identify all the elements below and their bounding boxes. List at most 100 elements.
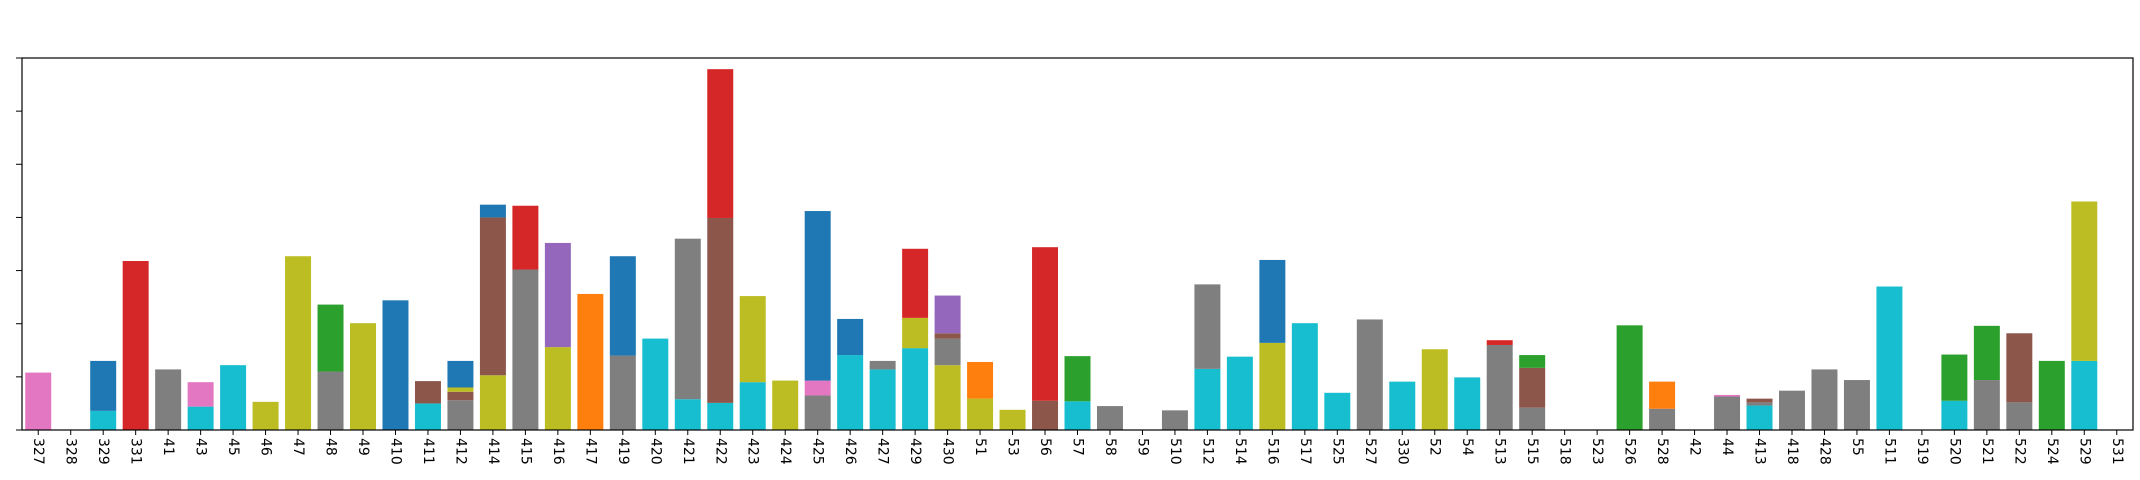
x-tick-label: 55 (1849, 438, 1865, 456)
x-tick-label: 45 (225, 438, 241, 456)
x-tick-label: 427 (875, 438, 891, 465)
bar-segment-412-0 (447, 400, 474, 430)
bar-segment-410-0 (382, 300, 409, 430)
bar-segment-417-0 (577, 293, 604, 430)
bar-segment-429-1 (902, 317, 929, 349)
bar-segment-422-0 (707, 402, 734, 430)
bar-segment-422-2 (707, 69, 734, 218)
bar-segment-513-0 (1486, 344, 1513, 430)
x-tick-label: 519 (1914, 438, 1930, 465)
x-tick-label: 328 (63, 438, 79, 465)
bar-segment-53-0 (999, 409, 1026, 430)
x-tick-label: 529 (2076, 438, 2092, 465)
x-tick-label: 43 (193, 438, 209, 456)
bar-segment-511-0 (1876, 286, 1903, 430)
x-tick-label: 44 (1719, 438, 1735, 456)
bar-segment-423-1 (739, 296, 766, 383)
bar-segment-419-0 (609, 355, 636, 430)
bar-segment-44-1 (1714, 394, 1741, 397)
bar-segment-43-0 (187, 406, 214, 430)
x-tick-label: 418 (1784, 438, 1800, 465)
x-tick-label: 525 (1329, 438, 1345, 465)
x-tick-label: 422 (712, 438, 728, 465)
y-axis-ticks (16, 57, 22, 431)
bar-segment-56-0 (1032, 400, 1059, 430)
x-tick-label: 49 (355, 438, 371, 456)
x-tick-label: 430 (940, 438, 956, 465)
bar-segment-516-1 (1259, 259, 1286, 343)
x-tick-label: 415 (517, 438, 533, 465)
bar-segment-412-1 (447, 391, 474, 401)
bar-segment-510-0 (1161, 410, 1188, 430)
bar-segment-521-1 (1973, 325, 2000, 381)
bar-segment-416-0 (544, 347, 571, 430)
bar-segment-413-0 (1746, 405, 1773, 430)
bar-segment-430-0 (934, 365, 961, 430)
bar-segment-521-0 (1973, 380, 2000, 430)
bar-segment-514-0 (1226, 356, 1253, 430)
bar-segment-414-2 (479, 204, 506, 218)
x-tick-label: 429 (907, 438, 923, 465)
x-tick-label: 424 (777, 438, 793, 465)
x-tick-label: 329 (95, 438, 111, 465)
bar-segment-430-3 (934, 295, 961, 334)
x-tick-label: 511 (1881, 438, 1897, 465)
bar-segment-516-0 (1259, 342, 1286, 430)
x-tick-label: 520 (1946, 438, 1962, 465)
x-tick-label: 51 (972, 438, 988, 456)
bars-group (25, 69, 2098, 430)
bar-segment-413-2 (1746, 398, 1773, 403)
bar-segment-43-1 (187, 382, 214, 407)
bar-segment-412-2 (447, 387, 474, 392)
bar-segment-44-0 (1714, 396, 1741, 430)
x-tick-label: 413 (1752, 438, 1768, 465)
x-tick-label: 58 (1102, 438, 1118, 456)
bar-segment-331-0 (122, 261, 149, 430)
bar-segment-419-1 (609, 256, 636, 356)
bar-segment-327-0 (25, 372, 52, 430)
x-tick-label: 516 (1264, 438, 1280, 465)
bar-segment-525-0 (1324, 392, 1351, 430)
x-tick-label: 411 (420, 438, 436, 465)
bar-segment-411-0 (414, 403, 441, 430)
bar-segment-429-2 (902, 248, 929, 318)
x-tick-label: 56 (1037, 438, 1053, 456)
bar-segment-512-0 (1194, 368, 1221, 430)
x-tick-label: 526 (1622, 438, 1638, 465)
x-tick-label: 531 (2109, 438, 2125, 465)
bar-segment-51-0 (967, 398, 994, 430)
bar-segment-51-1 (967, 361, 994, 399)
bar-segment-515-0 (1519, 407, 1546, 430)
x-tick-label: 513 (1492, 438, 1508, 465)
x-tick-label: 419 (615, 438, 631, 465)
bar-segment-527-0 (1356, 319, 1383, 430)
bar-segment-414-1 (479, 217, 506, 376)
x-tick-label: 524 (2044, 438, 2060, 465)
bar-segment-45-0 (220, 365, 247, 430)
bar-segment-529-1 (2071, 201, 2098, 361)
x-tick-label: 528 (1654, 438, 1670, 465)
bar-segment-425-2 (804, 211, 831, 381)
bar-segment-412-3 (447, 360, 474, 388)
bar-segment-58-0 (1096, 406, 1123, 430)
x-tick-label: 514 (1232, 438, 1248, 465)
bar-segment-515-2 (1519, 355, 1546, 368)
x-tick-label: 521 (1979, 438, 1995, 465)
bar-segment-421-1 (674, 238, 701, 400)
bar-segment-414-0 (479, 375, 506, 430)
x-tick-label: 42 (1687, 438, 1703, 456)
bar-segment-423-0 (739, 382, 766, 430)
bar-segment-41-0 (155, 369, 182, 430)
bar-segment-422-1 (707, 217, 734, 403)
x-tick-label: 515 (1524, 438, 1540, 465)
x-tick-label: 420 (647, 438, 663, 465)
bar-segment-529-0 (2071, 360, 2098, 430)
x-tick-label: 421 (680, 438, 696, 465)
x-tick-label: 53 (1005, 438, 1021, 456)
bar-segment-426-0 (837, 355, 864, 430)
x-tick-label: 510 (1167, 438, 1183, 465)
bar-segment-330-0 (1389, 381, 1416, 430)
bar-segment-427-0 (869, 369, 896, 430)
bar-segment-56-1 (1032, 247, 1059, 401)
